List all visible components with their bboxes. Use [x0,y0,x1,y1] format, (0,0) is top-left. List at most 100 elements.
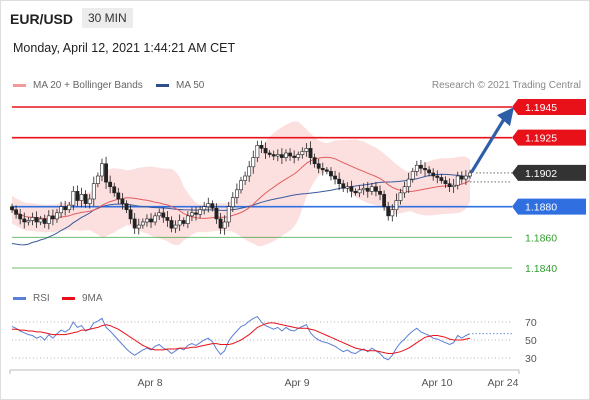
candle-body [312,157,317,165]
candle [267,150,272,158]
level-label-1.1880: 1.1880 [525,202,557,214]
candle-body [414,164,419,172]
legend-ma50: MA 50 [156,80,204,91]
candle-body [304,148,309,152]
x-tick-2: Apr 10 [422,377,453,389]
candle-body [243,175,247,181]
ma20-swatch [13,84,26,87]
candle [292,150,297,164]
candle [390,204,395,222]
candle-body [419,164,423,169]
candle [18,208,23,225]
timeframe-badge[interactable]: 30 MIN [82,8,133,28]
candle [149,213,153,228]
candle [316,158,321,174]
candle [157,208,162,221]
candle-body [67,204,72,211]
candle [55,208,59,223]
candle-body [198,209,203,215]
candle-body [468,172,472,177]
candle-body [145,218,149,223]
candle-body [308,148,313,158]
candle-body [177,220,182,226]
candle-body [222,221,227,229]
candle [296,151,301,161]
candle [357,185,362,198]
candle-body [140,221,145,226]
candle-body [271,154,276,157]
candle [464,170,468,185]
candle-body [218,218,223,229]
candle [120,193,125,210]
x-tick-3: Apr 24 [488,377,519,389]
candle-body [394,200,399,211]
candle [451,178,456,193]
candle-body [439,177,444,181]
rsi-swatch [13,297,26,300]
candle [218,213,223,235]
candle [271,150,276,161]
candle-body [427,169,432,174]
candle [190,207,194,222]
candle [198,205,203,219]
candle [235,183,239,204]
candle-body [14,209,18,215]
candle-body [165,217,170,221]
candle [349,180,354,198]
candle-body [136,224,141,229]
candle [173,220,178,233]
candle-body [279,154,284,158]
candle-body [104,163,108,183]
candle-body [324,169,329,172]
candle [374,181,378,197]
candle-body [132,218,137,229]
candle-body [108,181,113,188]
candle [226,201,231,227]
candle [50,209,55,226]
candle-body [247,166,252,177]
candle [79,187,84,208]
legend-rsi: RSI [13,293,50,304]
candle [83,190,88,208]
candle-body [206,203,211,207]
candle [288,148,292,161]
candles-group [10,140,472,235]
candle [95,172,100,188]
candle-body [410,171,415,180]
candle-body [390,209,395,217]
level-label-1.1945: 1.1945 [525,102,557,114]
candle [63,200,68,216]
candle-body [455,175,460,186]
candle-body [435,175,440,178]
candle [382,190,387,211]
candle-body [210,203,215,209]
candle-body [87,198,92,204]
candle-body [275,154,280,157]
candle-body [42,218,47,224]
candle [410,167,415,183]
candle [345,182,350,193]
ma20-line [11,156,471,220]
candle [365,181,370,198]
candle-body [230,197,235,207]
candle [91,176,96,207]
candle-body [83,194,88,204]
candle [206,197,211,213]
candle [132,213,137,235]
candle [34,211,39,228]
rsi-legend-label: RSI [33,293,50,304]
candle [243,171,247,185]
candle-body [255,145,260,158]
candle-body [169,220,174,229]
candle [284,149,288,162]
candle [10,203,14,213]
candle [439,174,444,184]
candle-body [353,191,358,194]
candle-body [341,183,346,189]
candle-body [447,183,452,188]
candle [435,170,440,184]
candle-body [124,203,129,211]
level-tag-1.1925 [512,129,586,146]
candle-body [46,215,51,224]
